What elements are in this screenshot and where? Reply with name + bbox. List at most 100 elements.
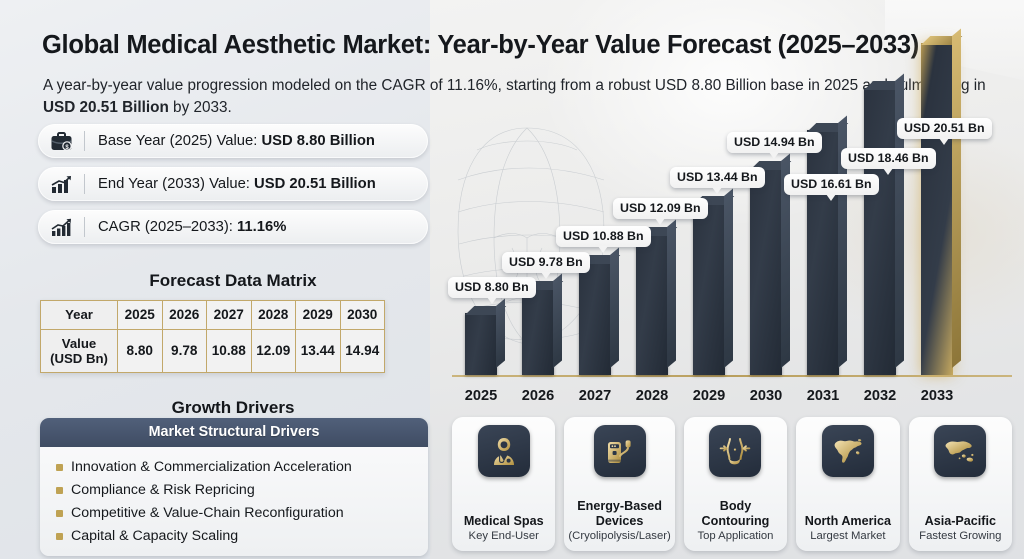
data-label-2026: USD 9.78 Bn: [502, 252, 590, 279]
x-axis-label-2032: 2032: [863, 388, 897, 404]
matrix-title: Forecast Data Matrix: [149, 271, 317, 290]
table-row-years: Year 2025 2026 2027 2028 2029 2030: [40, 300, 385, 330]
asia-pacific-map-icon: [934, 425, 987, 477]
divider: [84, 131, 85, 151]
divider: [84, 217, 85, 237]
cell-year: 2029: [295, 300, 341, 330]
bar-2025[interactable]: [458, 298, 507, 375]
card-title: North America: [804, 513, 892, 528]
drivers-panel-header: Market Structural Drivers: [40, 418, 428, 447]
bar-2031[interactable]: [800, 115, 849, 375]
kpi-end-year[interactable]: End Year (2033) Value: USD 20.51 Billion: [38, 167, 428, 201]
kpi-value: 11.16%: [237, 219, 287, 235]
cell-year: 2025: [117, 300, 163, 330]
card-subtitle: Fastest Growing: [919, 530, 1002, 543]
bar-2028[interactable]: [629, 219, 678, 375]
card-title: Body Contouring: [701, 498, 770, 528]
table-row-values: Value (USD Bn) 8.80 9.78 10.88 12.09 13.4…: [40, 328, 385, 373]
cell-value: 12.09: [250, 328, 296, 373]
cell-year: 2028: [250, 300, 296, 330]
data-label-2027: USD 10.88 Bn: [556, 226, 651, 253]
kpi-label: CAGR (2025–2033):: [98, 219, 238, 235]
bar-2026[interactable]: [515, 273, 564, 375]
north-america-map-icon: [821, 425, 874, 477]
data-label-2033: USD 20.51 Bn: [897, 118, 992, 145]
data-label-2031: USD 16.61 Bn: [784, 174, 879, 201]
list-item: Capital & Capacity Scaling: [54, 524, 428, 547]
page-subtitle: A year-by-year value progression modeled…: [43, 75, 1003, 119]
card-title: Asia-Pacific: [924, 513, 996, 528]
subtitle-highlight: USD 20.51 Billion: [43, 99, 169, 117]
divider: [84, 174, 85, 194]
x-axis-label-2026: 2026: [521, 388, 555, 404]
kpi-label: Base Year (2025) Value:: [98, 133, 262, 149]
laser-device-icon: [593, 425, 646, 477]
cell-year: 2027: [206, 300, 252, 330]
x-axis-label-2027: 2027: [578, 388, 612, 404]
data-label-2030: USD 14.94 Bn: [727, 132, 822, 159]
cagr-chart-icon: [38, 217, 84, 238]
briefcase-dollar-icon: $: [38, 131, 84, 152]
card-title: Medical Spas: [463, 513, 544, 528]
cell-value: 9.78: [161, 328, 207, 373]
cell-value: 8.80: [117, 328, 163, 373]
chart-baseline: [452, 375, 1012, 377]
doctor-icon: [477, 425, 530, 477]
highlight-cards: Medical Spas Key End-User: [452, 417, 1013, 551]
forecast-data-matrix: Year 2025 2026 2027 2028 2029 2030 Value…: [40, 300, 385, 373]
cell-year: 2026: [161, 300, 207, 330]
kpi-cagr[interactable]: CAGR (2025–2033): 11.16%: [38, 210, 428, 244]
x-axis-label-2028: 2028: [635, 388, 669, 404]
x-axis-label-2029: 2029: [692, 388, 726, 404]
card-subtitle: (Cryolipolysis/Laser): [568, 530, 671, 543]
kpi-label: End Year (2033) Value:: [98, 176, 255, 192]
body-contour-icon: [709, 425, 762, 477]
wireframe-head-decor: [457, 127, 605, 345]
page-title: Global Medical Aesthetic Market: Year-by…: [42, 31, 920, 59]
bar-chart-growth-icon: [38, 174, 84, 195]
card-medical-spas[interactable]: Medical Spas Key End-User: [452, 417, 556, 551]
bar-2030[interactable]: [743, 153, 792, 375]
card-subtitle: Key End-User: [468, 530, 539, 543]
kpi-value: USD 8.80 Billion: [261, 133, 375, 149]
kpi-text: CAGR (2025–2033): 11.16%: [85, 219, 286, 235]
bar-2029[interactable]: [686, 188, 735, 375]
cell-value: 14.94: [339, 328, 385, 373]
subtitle-text-2: by 2033.: [168, 99, 232, 117]
cell-year: 2030: [339, 300, 385, 330]
kpi-base-year[interactable]: $ Base Year (2025) Value: USD 8.80 Billi…: [38, 124, 428, 158]
forecast-bar-chart: USD 8.80 Bn USD 9.78 Bn USD 10.88 Bn USD…: [440, 28, 1024, 410]
data-label-2025: USD 8.80 Bn: [448, 277, 536, 304]
x-axis-label-2025: 2025: [464, 388, 498, 404]
drivers-list: Innovation & Commercialization Accelerat…: [40, 447, 428, 556]
card-north-america[interactable]: North America Largest Market: [796, 417, 900, 551]
cell-value: 13.44: [295, 328, 341, 373]
card-energy-based-devices[interactable]: Energy-Based Devices (Cryolipolysis/Lase…: [564, 417, 675, 551]
card-title: Energy-Based Devices: [577, 498, 662, 528]
x-axis-label-2031: 2031: [806, 388, 840, 404]
growth-drivers-panel: Market Structural Drivers Innovation & C…: [40, 418, 428, 556]
svg-text:$: $: [65, 145, 69, 151]
row-header-value: Value (USD Bn): [40, 328, 118, 373]
data-label-2032: USD 18.46 Bn: [841, 148, 936, 175]
card-body-contouring[interactable]: Body Contouring Top Application: [683, 417, 788, 551]
kpi-value: USD 20.51 Billion: [254, 176, 376, 192]
growth-drivers-title: Growth Drivers: [171, 398, 295, 417]
card-subtitle: Largest Market: [810, 530, 886, 543]
kpi-text: Base Year (2025) Value: USD 8.80 Billion: [85, 133, 375, 149]
bar-2033-highlight[interactable]: [914, 28, 963, 375]
x-axis-label-2030: 2030: [749, 388, 783, 404]
list-item: Innovation & Commercialization Accelerat…: [54, 455, 428, 478]
data-label-2028: USD 12.09 Bn: [613, 198, 708, 225]
bar-2027[interactable]: [572, 247, 621, 375]
list-item: Compliance & Risk Repricing: [54, 478, 428, 501]
card-asia-pacific[interactable]: Asia-Pacific Fastest Growing: [908, 417, 1013, 551]
card-subtitle: Top Application: [697, 530, 774, 543]
kpi-text: End Year (2033) Value: USD 20.51 Billion: [85, 176, 376, 192]
subtitle-text-1: A year-by-year value progression modeled…: [43, 77, 986, 94]
list-item: Competitive & Value-Chain Reconfiguratio…: [54, 501, 428, 524]
cell-value: 10.88: [206, 328, 252, 373]
data-label-2029: USD 13.44 Bn: [670, 167, 765, 194]
bar-2032[interactable]: [857, 73, 906, 375]
